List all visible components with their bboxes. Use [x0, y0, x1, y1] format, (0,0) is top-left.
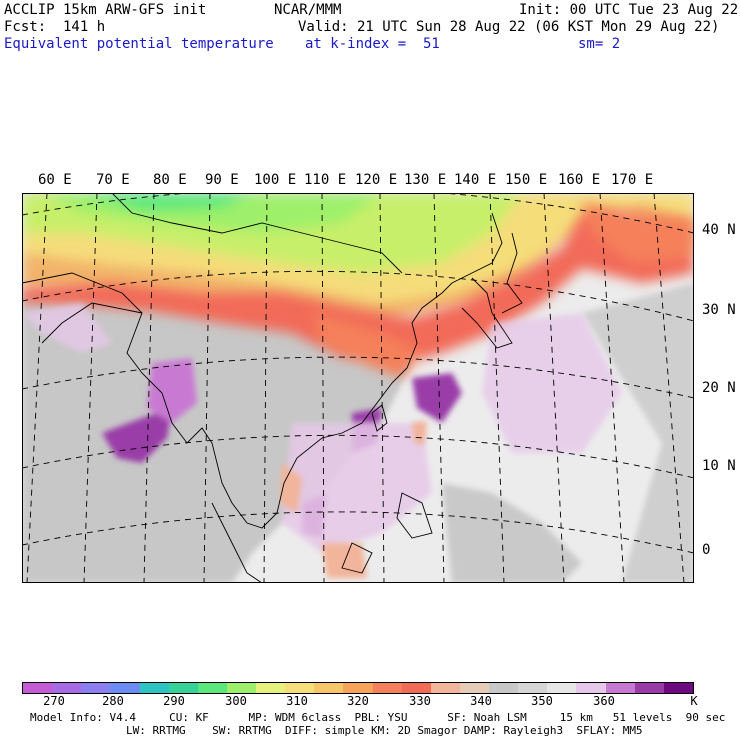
latitude-label: 30 N: [702, 302, 736, 318]
forecast-hour: Fcst: 141 h: [4, 19, 106, 35]
model-info-line2: LW: RRTMG SW: RRTMG DIFF: simple KM: 2D …: [126, 724, 643, 737]
high-theta-e-band: [22, 203, 694, 378]
colorbar-swatch: [314, 683, 344, 693]
longitude-label: 80 E: [153, 172, 187, 188]
title-line1-center: NCAR/MMM: [274, 2, 342, 18]
k-index: at k-index = 51: [305, 36, 440, 52]
colorbar-swatch: [285, 683, 315, 693]
colorbar-swatch: [343, 683, 373, 693]
latitude-label: 20 N: [702, 380, 736, 396]
colorbar-swatch: [430, 683, 460, 693]
latitude-label: 0: [702, 542, 711, 558]
longitude-label: 140 E: [454, 172, 497, 188]
colorbar-swatch: [547, 683, 577, 693]
colorbar-label: 270: [43, 694, 65, 708]
longitude-label: 90 E: [205, 172, 239, 188]
colorbar-swatch: [576, 683, 606, 693]
colorbar-swatch: [459, 683, 489, 693]
colorbar-label: 310: [286, 694, 308, 708]
smoothing: sm= 2: [578, 36, 621, 52]
colorbar-label: 340: [470, 694, 492, 708]
field-name: Equivalent potential temperature: [4, 36, 274, 52]
model-info-line1: Model Info: V4.4 CU: KF MP: WDM 6class P…: [30, 711, 726, 724]
colorbar-label: 320: [347, 694, 369, 708]
colorbar-swatch: [110, 683, 140, 693]
init-time: Init: 00 UTC Tue 23 Aug 22: [519, 2, 739, 18]
colorbar-swatch: [52, 683, 82, 693]
colorbar-swatch: [256, 683, 286, 693]
latitude-label: 10 N: [702, 458, 736, 474]
longitude-label: 60 E: [38, 172, 72, 188]
colorbar-swatch: [81, 683, 111, 693]
colorbar-swatch: [634, 683, 664, 693]
longitude-label: 70 E: [96, 172, 130, 188]
colorbar-label: 290: [163, 694, 185, 708]
colorbar-swatch: [23, 683, 53, 693]
longitude-label: 100 E: [254, 172, 297, 188]
colorbar-label: K: [690, 694, 698, 708]
colorbar-swatch: [605, 683, 635, 693]
longitude-label: 150 E: [505, 172, 548, 188]
colorbar-swatch: [489, 683, 519, 693]
longitude-label: 130 E: [404, 172, 447, 188]
coastlines: [22, 193, 523, 583]
map-panel: [22, 193, 694, 583]
colorbar-label: 360: [593, 694, 615, 708]
colorbar-swatch: [168, 683, 198, 693]
colorbar-swatch: [197, 683, 227, 693]
longitude-label: 170 E: [611, 172, 654, 188]
colorbar-label: 300: [225, 694, 247, 708]
latitude-label: 40 N: [702, 222, 736, 238]
title-line1-left: ACCLIP 15km ARW-GFS init: [4, 2, 207, 18]
longitude-label: 110 E: [304, 172, 347, 188]
colorbar-label: 350: [531, 694, 553, 708]
colorbar-swatch: [139, 683, 169, 693]
low-theta-e-areas: [22, 303, 622, 553]
colorbar-swatch: [226, 683, 256, 693]
colorbar-label: 330: [409, 694, 431, 708]
colorbar: [22, 682, 694, 694]
colorbar-swatch: [518, 683, 548, 693]
longitude-label: 160 E: [558, 172, 601, 188]
colorbar-swatch: [663, 683, 693, 693]
longitude-label: 120 E: [355, 172, 398, 188]
colorbar-label: 280: [102, 694, 124, 708]
valid-time: Valid: 21 UTC Sun 28 Aug 22 (06 KST Mon …: [298, 19, 720, 35]
colorbar-swatch: [372, 683, 402, 693]
colorbar-swatch: [401, 683, 431, 693]
